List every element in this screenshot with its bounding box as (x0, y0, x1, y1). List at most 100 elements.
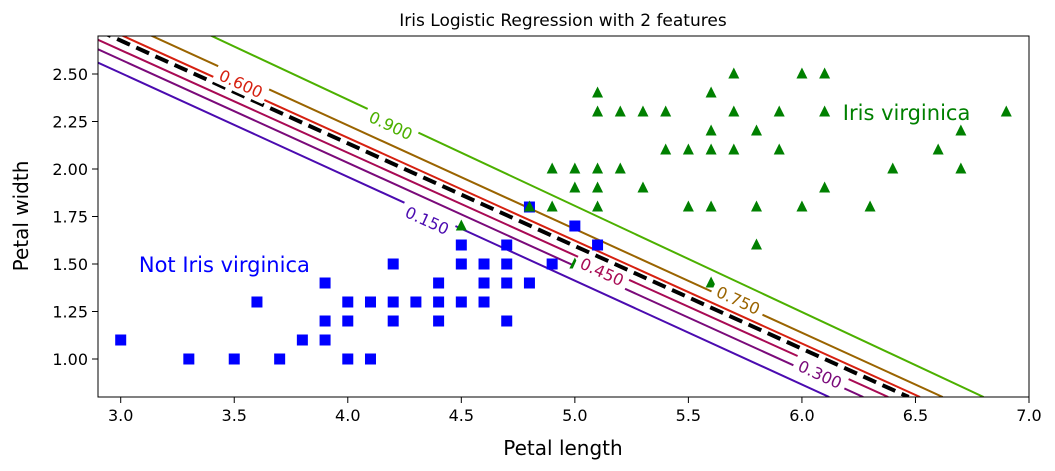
x-tick-label: 3.5 (222, 406, 247, 425)
point-triangle (1000, 105, 1012, 117)
x-tick-label: 4.0 (335, 406, 360, 425)
point-triangle (682, 200, 694, 212)
contour-line-0.300 (98, 48, 864, 397)
chart-title: Iris Logistic Regression with 2 features (399, 11, 727, 31)
x-tick-label: 6.0 (789, 406, 814, 425)
x-tick-label: 3.0 (108, 406, 133, 425)
point-triangle (728, 105, 740, 117)
point-square (433, 315, 445, 327)
point-triangle (796, 200, 808, 212)
y-tick-label: 1.50 (52, 255, 88, 274)
point-triangle (592, 162, 604, 174)
decision-boundary-line (105, 36, 910, 397)
point-triangle (887, 162, 899, 174)
point-triangle (569, 181, 581, 193)
point-triangle (546, 162, 558, 174)
point-triangle (455, 219, 467, 231)
y-tick-label: 1.75 (52, 208, 88, 227)
point-square (501, 258, 513, 270)
x-tick-label: 7.0 (1016, 406, 1041, 425)
point-triangle (614, 105, 626, 117)
x-tick-label: 4.5 (449, 406, 474, 425)
point-triangle (592, 86, 604, 98)
annotation-iris-virginica: Iris virginica (843, 101, 971, 125)
point-square (455, 258, 467, 270)
point-square (387, 315, 399, 327)
point-triangle (955, 162, 967, 174)
point-square (433, 277, 445, 289)
point-square (115, 334, 127, 346)
point-square (433, 296, 445, 308)
x-tick-label: 5.0 (562, 406, 587, 425)
point-triangle (751, 200, 763, 212)
point-square (319, 334, 331, 346)
point-triangle (864, 200, 876, 212)
point-square (228, 353, 240, 365)
point-square (501, 277, 513, 289)
point-triangle (728, 143, 740, 155)
y-tick-label: 2.25 (52, 113, 88, 132)
point-triangle (546, 200, 558, 212)
point-triangle (682, 143, 694, 155)
point-triangle (819, 105, 831, 117)
point-square (478, 258, 490, 270)
point-triangle (660, 105, 672, 117)
point-triangle (592, 200, 604, 212)
point-square (319, 277, 331, 289)
contour-line-0.900 (209, 36, 985, 397)
point-triangle (796, 67, 808, 79)
point-triangle (932, 143, 944, 155)
point-triangle (523, 200, 535, 212)
point-triangle (751, 124, 763, 136)
point-triangle (819, 181, 831, 193)
contour-label-0.150: 0.150 (402, 203, 452, 239)
point-triangle (660, 143, 672, 155)
point-triangle (955, 124, 967, 136)
contour-label-0.900: 0.900 (366, 107, 416, 144)
point-triangle (705, 124, 717, 136)
x-tick-label: 6.5 (903, 406, 928, 425)
point-square (342, 353, 354, 365)
point-square (251, 296, 263, 308)
point-square (319, 315, 331, 327)
point-square (592, 239, 604, 251)
point-triangle (569, 162, 581, 174)
point-square (274, 353, 286, 365)
point-triangle (592, 181, 604, 193)
point-triangle (773, 105, 785, 117)
point-square (455, 296, 467, 308)
y-tick-label: 2.00 (52, 160, 88, 179)
point-triangle (728, 67, 740, 79)
x-tick-label: 5.5 (676, 406, 701, 425)
point-square (364, 353, 376, 365)
point-square (342, 296, 354, 308)
point-square (387, 296, 399, 308)
y-axis-label: Petal width (9, 161, 33, 272)
point-square (501, 239, 513, 251)
y-tick-label: 2.50 (52, 65, 88, 84)
point-square (478, 277, 490, 289)
point-triangle (592, 105, 604, 117)
point-square (546, 258, 558, 270)
point-triangle (751, 238, 763, 250)
y-tick-label: 1.25 (52, 303, 88, 322)
point-square (523, 277, 535, 289)
point-square (410, 296, 422, 308)
point-triangle (637, 181, 649, 193)
y-tick-label: 1.00 (52, 350, 88, 369)
point-square (296, 334, 308, 346)
point-triangle (773, 143, 785, 155)
point-triangle (705, 276, 717, 288)
point-triangle (705, 143, 717, 155)
annotation-not-iris-virginica: Not Iris virginica (139, 253, 310, 277)
point-square (569, 220, 581, 232)
point-square (342, 315, 354, 327)
point-triangle (705, 200, 717, 212)
point-triangle (819, 67, 831, 79)
point-triangle (705, 86, 717, 98)
point-square (478, 296, 490, 308)
contour-label-0.300: 0.300 (795, 357, 845, 393)
point-square (387, 258, 399, 270)
point-square (364, 296, 376, 308)
